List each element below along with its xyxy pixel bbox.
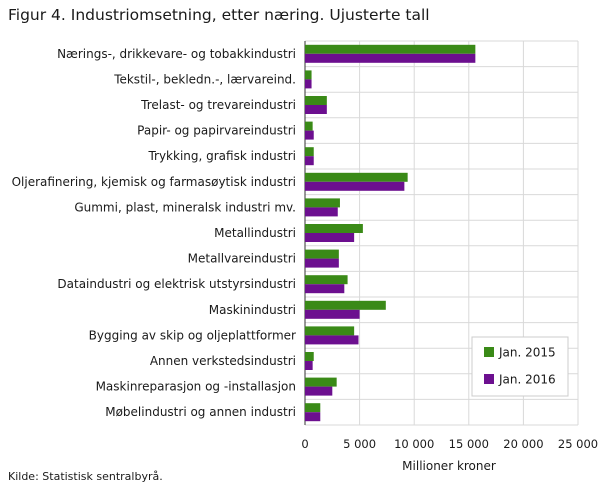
bar-2015 [305,198,340,208]
x-tick-label: 5 000 [343,437,376,451]
category-labels: Nærings-, drikkevare- og tobakkindustri T… [12,47,296,419]
x-tick-label: 25 000 [558,437,598,451]
category-label: Tekstil-, bekledn.-, lærvareind. [113,72,296,86]
category-label: Trelast- og trevareindustri [140,98,296,112]
bar-2015 [305,326,355,336]
category-label: Trykking, grafisk industri [147,149,296,163]
category-label: Gummi, plast, mineralsk industri mv. [74,200,296,214]
bar-2016 [305,105,327,114]
bar-2016 [305,79,312,89]
bar-2015 [305,352,314,361]
legend-box [471,336,569,397]
bar-2015 [305,249,339,259]
bar-2016 [305,258,339,268]
legend-label: Jan. 2016 [498,373,556,387]
x-axis-title: Millioner kroner [402,459,496,473]
legend-label: Jan. 2015 [498,346,556,360]
bar-2015 [305,96,327,105]
bar-2016 [305,309,360,319]
bars [305,44,476,422]
x-tick-label: 15 000 [449,437,489,451]
category-label: Oljerafinering, kjemisk og farmasøytisk … [12,175,296,189]
bar-2015 [305,377,337,387]
bar-2015 [305,44,476,54]
bar-2015 [305,275,348,285]
chart-title: Figur 4. Industriomsetning, etter næring… [8,6,430,24]
bar-2016 [305,361,313,370]
category-label: Metallindustri [214,226,296,240]
category-label: Annen verkstedsindustri [150,354,296,368]
category-label: Nærings-, drikkevare- og tobakkindustri [57,47,296,61]
x-tick-labels: 0 5 000 10 000 15 000 20 000 25 000 [301,437,598,451]
bar-2015 [305,300,386,310]
bar-2015 [305,403,321,413]
bar-2016 [305,181,405,191]
legend-swatch [484,374,494,384]
category-label: Dataindustri og elektrisk utstyrsindustr… [57,277,296,291]
category-label: Bygging av skip og oljeplattformer [89,328,296,342]
bar-2016 [305,412,321,422]
bar-2016 [305,386,333,396]
category-label: Papir- og papirvareindustri [137,124,296,138]
x-tick-label: 20 000 [503,437,543,451]
source-note: Kilde: Statistisk sentralbyrå. [8,470,163,483]
category-label: Metallvareindustri [188,252,296,266]
bar-2016 [305,207,338,217]
bar-2016 [305,284,345,294]
bar-2015 [305,147,314,157]
category-label: Maskinreparasjon og -installasjon [96,380,296,394]
bar-2015 [305,121,313,131]
legend-swatch [484,347,494,357]
category-label: Møbelindustri og annen industri [105,405,296,419]
bar-2015 [305,224,363,233]
bar-2016 [305,156,314,166]
bar-2015 [305,172,408,182]
bar-2016 [305,130,314,140]
legend: Jan. 2015 Jan. 2016 [471,336,569,397]
x-tick-label: 10 000 [394,437,434,451]
x-tick-label: 0 [301,437,308,451]
category-label: Maskinindustri [209,303,296,317]
bar-2015 [305,70,312,80]
bar-2016 [305,53,476,63]
bar-2016 [305,335,359,345]
bar-2016 [305,233,355,242]
